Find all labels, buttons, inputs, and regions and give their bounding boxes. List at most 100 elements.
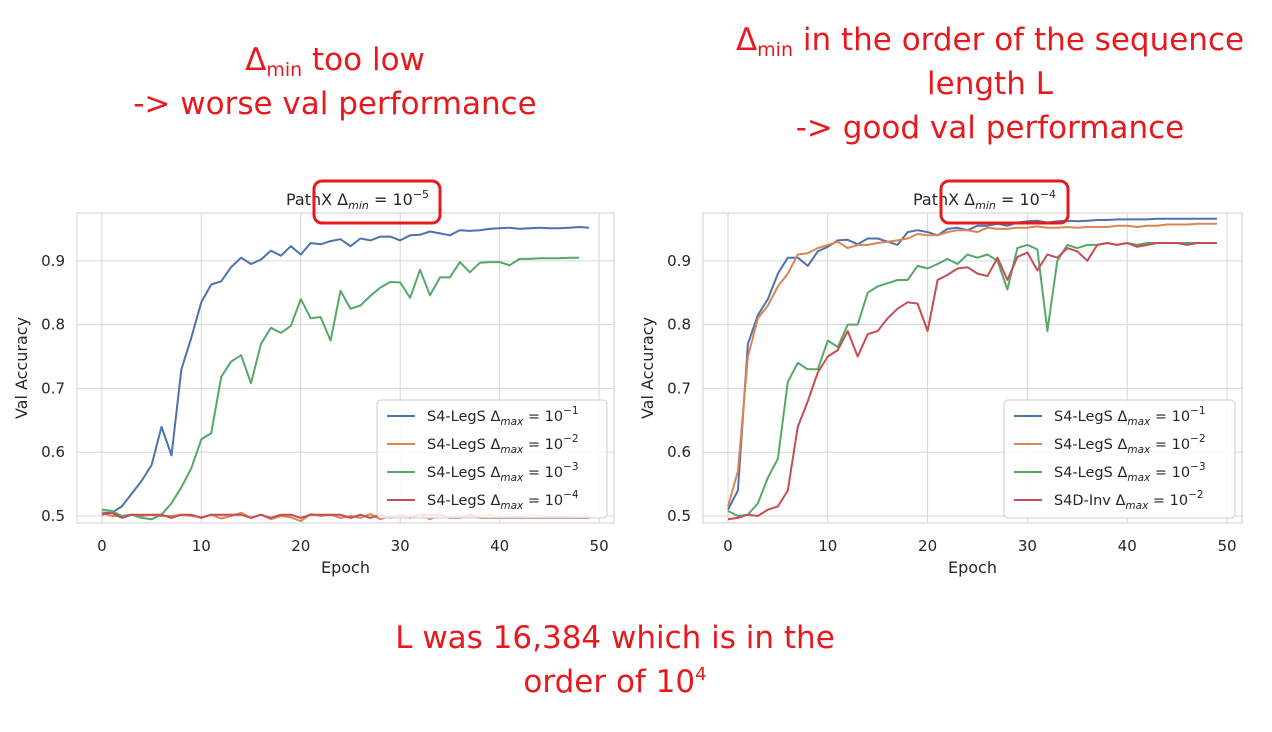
title-delta: Δ bbox=[964, 190, 975, 209]
legend-delta: Δ bbox=[490, 437, 500, 453]
annotation-bottom-line2: order of 104 bbox=[330, 660, 900, 704]
annotation-left-line2: -> worse val performance bbox=[133, 86, 537, 122]
annotation-left: Δmin too low -> worse val performance bbox=[100, 38, 570, 126]
x-tick-label: 30 bbox=[1018, 537, 1037, 555]
legend-entry: S4-LegS Δmax = 10−3 bbox=[427, 461, 579, 484]
legend-name: S4-LegS bbox=[1054, 409, 1117, 425]
series-line-1 bbox=[101, 226, 590, 514]
x-axis-label: Epoch bbox=[948, 558, 997, 577]
x-axis-label: Epoch bbox=[321, 558, 370, 577]
annotation-right: Δmin in the order of the sequence length… bbox=[700, 18, 1272, 150]
x-tick-label: 0 bbox=[97, 537, 107, 555]
legend-entry: S4-LegS Δmax = 10−2 bbox=[1054, 433, 1206, 456]
y-tick-label: 0.6 bbox=[41, 443, 65, 461]
legend-name: S4-LegS bbox=[427, 465, 490, 481]
legend-exponent: −1 bbox=[1190, 405, 1205, 417]
legend-exponent: −3 bbox=[563, 461, 578, 473]
title-delta: Δ bbox=[337, 190, 348, 209]
legend-equals: = 10 bbox=[523, 465, 563, 481]
delta-symbol: Δ bbox=[735, 22, 758, 58]
delta-symbol: Δ bbox=[245, 42, 267, 78]
legend-entry: S4D-Inv Δmax = 10−2 bbox=[1054, 489, 1204, 512]
y-tick-label: 0.5 bbox=[667, 507, 691, 525]
legend-subscript: max bbox=[1127, 416, 1151, 428]
series-line-3 bbox=[727, 242, 1217, 517]
annotation-bottom: L was 16,384 which is in the order of 10… bbox=[330, 616, 900, 704]
legend-delta: Δ bbox=[1117, 437, 1127, 453]
annotation-right-line1: Δmin in the order of the sequence bbox=[700, 18, 1272, 62]
legend-equals: = 10 bbox=[1148, 493, 1188, 509]
x-tick-label: 20 bbox=[918, 537, 937, 555]
y-axis-label: Val Accuracy bbox=[12, 317, 31, 419]
title-subscript: min bbox=[975, 199, 996, 212]
chart-2: 0 10 20 30 40 50 0.5 0.6 0.7 0.8 0.9 Epoch Val Accur… bbox=[638, 179, 1243, 577]
title-equals: = 10 bbox=[996, 190, 1040, 209]
chart-title: PathX Δmin = 10−5 bbox=[286, 188, 429, 212]
legend-delta: Δ bbox=[490, 465, 500, 481]
min-subscript: min bbox=[757, 39, 793, 61]
legend-name: S4-LegS bbox=[1054, 465, 1117, 481]
legend-exponent: −2 bbox=[1188, 489, 1203, 501]
legend-entry: S4-LegS Δmax = 10−4 bbox=[427, 489, 579, 512]
annotation-right-line2: length L bbox=[927, 66, 1053, 102]
legend-name: S4-LegS bbox=[427, 437, 490, 453]
legend-delta: Δ bbox=[490, 409, 500, 425]
series-line-3 bbox=[101, 256, 580, 521]
annotation-right-line1-text: in the order of the sequence bbox=[793, 22, 1245, 58]
legend-equals: = 10 bbox=[523, 493, 563, 509]
x-tick-label: 10 bbox=[192, 537, 211, 555]
legend: S4-LegS Δmax = 10−1S4-LegS Δmax = 10−2S4… bbox=[376, 399, 608, 519]
annotation-left-line1-text: too low bbox=[302, 42, 425, 78]
legend-equals: = 10 bbox=[1150, 409, 1190, 425]
legend-subscript: max bbox=[500, 444, 524, 456]
legend-equals: = 10 bbox=[1150, 437, 1190, 453]
plot-frame bbox=[76, 212, 615, 524]
title-equals: = 10 bbox=[369, 190, 413, 209]
title-exponent: −5 bbox=[413, 188, 429, 201]
chart-1: 0 10 20 30 40 50 0.5 0.6 0.7 0.8 0.9 Epoch Val Accur… bbox=[12, 179, 615, 577]
legend-box bbox=[376, 399, 608, 519]
legend-subscript: max bbox=[1127, 472, 1151, 484]
legend-subscript: max bbox=[500, 500, 524, 512]
x-tick-label: 10 bbox=[818, 537, 837, 555]
y-tick-label: 0.9 bbox=[667, 252, 691, 270]
x-tick-label: 20 bbox=[291, 537, 310, 555]
min-subscript: min bbox=[266, 59, 303, 81]
annotation-left-line1: Δmin too low bbox=[100, 38, 570, 82]
legend-equals: = 10 bbox=[1150, 465, 1190, 481]
x-tick-label: 50 bbox=[1217, 537, 1236, 555]
legend: S4-LegS Δmax = 10−1S4-LegS Δmax = 10−2S4… bbox=[1003, 399, 1236, 519]
legend-entry: S4-LegS Δmax = 10−1 bbox=[427, 405, 579, 428]
legend-box bbox=[1003, 399, 1236, 519]
y-tick-label: 0.7 bbox=[667, 379, 691, 397]
y-axis-label: Val Accuracy bbox=[638, 317, 657, 419]
y-tick-label: 0.9 bbox=[41, 252, 65, 270]
x-tick-label: 0 bbox=[723, 537, 733, 555]
title-exponent: −4 bbox=[1040, 188, 1056, 201]
legend-exponent: −1 bbox=[563, 405, 578, 417]
legend-name: S4-LegS bbox=[427, 493, 490, 509]
legend-delta: Δ bbox=[1117, 409, 1127, 425]
legend-equals: = 10 bbox=[523, 409, 563, 425]
x-tick-label: 50 bbox=[590, 537, 609, 555]
chart-title: PathX Δmin = 10−4 bbox=[913, 188, 1056, 212]
y-tick-label: 0.7 bbox=[41, 379, 65, 397]
legend-exponent: −2 bbox=[563, 433, 578, 445]
exponent: 4 bbox=[695, 664, 707, 685]
y-tick-label: 0.6 bbox=[667, 443, 691, 461]
legend-subscript: max bbox=[1127, 444, 1151, 456]
x-tick-label: 30 bbox=[391, 537, 410, 555]
title-highlight-box bbox=[939, 179, 1070, 225]
legend-exponent: −2 bbox=[1190, 433, 1205, 445]
legend-delta: Δ bbox=[1117, 465, 1127, 481]
x-tick-label: 40 bbox=[490, 537, 509, 555]
series-line-1 bbox=[727, 217, 1217, 511]
legend-delta: Δ bbox=[490, 493, 500, 509]
series-line-2 bbox=[727, 222, 1217, 507]
annotation-bottom-line2-text: order of 10 bbox=[523, 664, 696, 700]
y-tick-label: 0.8 bbox=[41, 316, 65, 334]
y-tick-label: 0.5 bbox=[41, 507, 65, 525]
title-prefix: PathX bbox=[286, 190, 337, 209]
series-line-4 bbox=[727, 242, 1217, 521]
